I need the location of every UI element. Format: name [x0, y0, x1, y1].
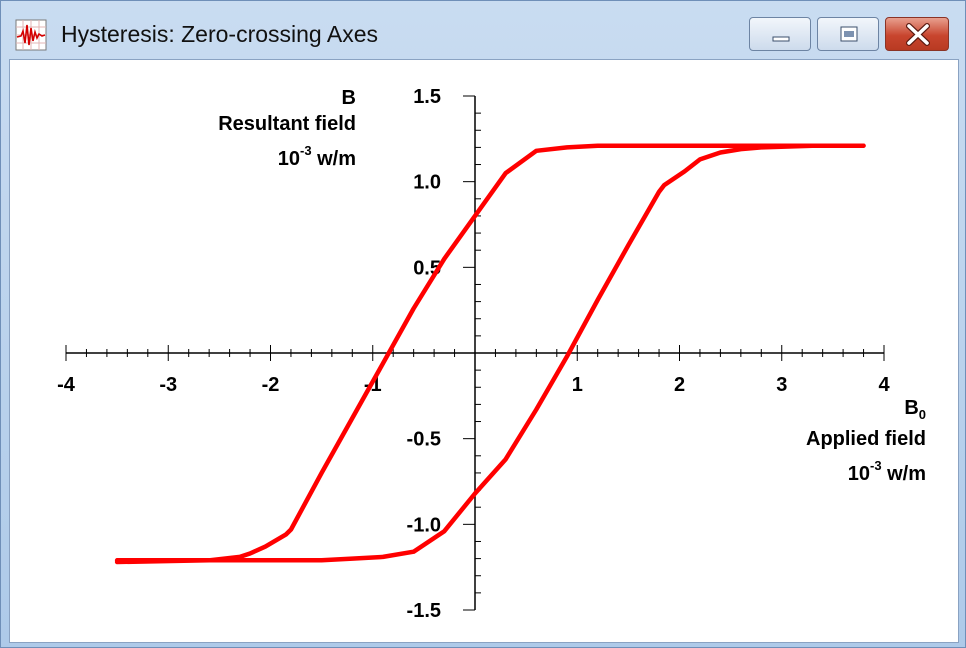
x-axis-unit-rest: w/m [882, 463, 926, 485]
y-axis-tick-labels: -1.5-1.0-0.50.51.01.5 [407, 86, 441, 622]
waveform-app-icon [15, 19, 47, 51]
x-axis-unit-base: 10 [848, 463, 870, 485]
x-tick-label: 3 [776, 374, 787, 396]
descending-branch-line [114, 143, 866, 563]
axes: -4 -3 -2 -1 1 2 3 4 -1.5-1.0-0.50.51.01.5 [57, 86, 890, 622]
x-tick-label: -3 [159, 374, 177, 396]
x-tick-label: 1 [572, 374, 583, 396]
x-axis-symbol-subscript: 0 [919, 407, 926, 422]
close-button[interactable] [885, 17, 949, 51]
maximize-button[interactable] [817, 17, 879, 51]
x-tick-label: 4 [878, 374, 890, 396]
close-icon [906, 23, 930, 46]
x-axis-ticks [65, 345, 885, 361]
y-axis-unit-exponent: -3 [300, 143, 312, 158]
x-tick-label: -4 [57, 374, 76, 396]
x-axis-unit: 10-3 w/m [848, 458, 926, 485]
maximize-icon [840, 26, 858, 42]
x-tick-label: -2 [262, 374, 280, 396]
y-axis-label: B Resultant field 10-3 w/m [218, 87, 356, 170]
minimize-button[interactable] [749, 17, 811, 51]
title-bar[interactable]: Hysteresis: Zero-crossing Axes [1, 1, 965, 59]
x-tick-label: 2 [674, 374, 685, 396]
x-axis-tick-labels: -4 -3 -2 -1 1 2 3 4 [57, 374, 890, 396]
y-axis-unit-rest: w/m [312, 148, 356, 170]
x-axis-label: B0 Applied field 10-3 w/m [806, 397, 926, 485]
chart-area: -4 -3 -2 -1 1 2 3 4 -1.5 -1.0 -0.5 0.5 1.0 1.5 B Res… [9, 59, 959, 643]
y-axis-unit-base: 10 [278, 148, 300, 170]
x-axis-symbol-base: B [904, 397, 918, 419]
y-tick-label: 1.5 [413, 86, 441, 108]
minimize-icon [772, 36, 790, 42]
y-tick-label: 1.0 [413, 172, 441, 194]
y-tick-label: -1.5 [407, 600, 441, 622]
hysteresis-curves [114, 143, 866, 565]
y-tick-label: -1.0 [407, 514, 441, 536]
x-axis-unit-exponent: -3 [870, 458, 882, 473]
ascending-branch-line [114, 143, 866, 565]
y-axis-symbol: B [342, 87, 356, 109]
y-axis-unit: 10-3 w/m [278, 143, 356, 170]
hysteresis-chart: -4 -3 -2 -1 1 2 3 4 -1.5-1.0-0.50.51.01.5 B Res… [57, 86, 926, 622]
x-axis-name: Applied field [806, 428, 926, 450]
y-tick-label: -0.5 [407, 429, 441, 451]
window-title: Hysteresis: Zero-crossing Axes [61, 21, 378, 47]
y-axis-name: Resultant field [218, 113, 356, 135]
y-axis-ticks [463, 95, 481, 611]
x-axis-symbol: B0 [904, 397, 926, 422]
